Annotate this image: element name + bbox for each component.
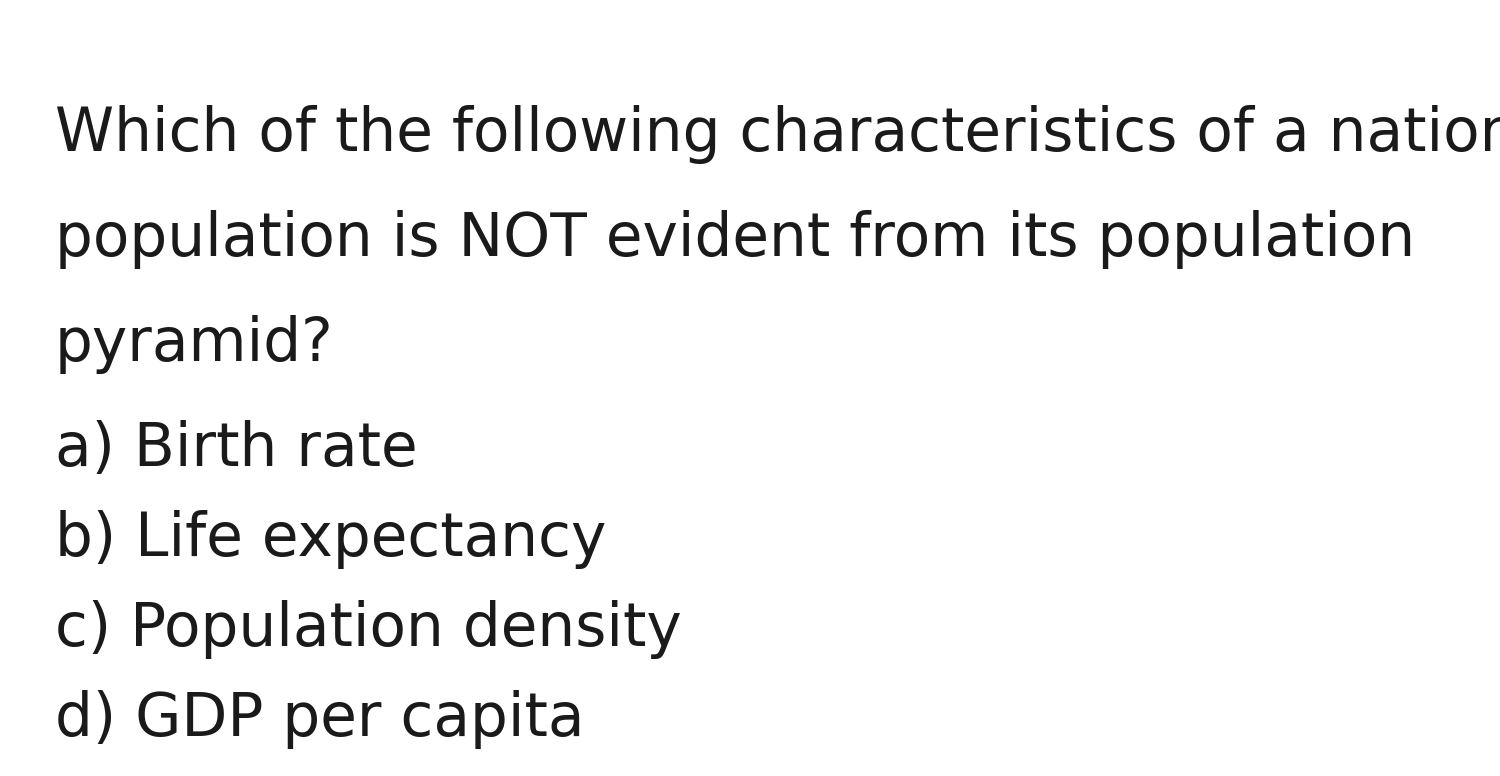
Text: population is NOT evident from its population: population is NOT evident from its popul… bbox=[56, 210, 1416, 269]
Text: Which of the following characteristics of a national: Which of the following characteristics o… bbox=[56, 105, 1500, 164]
Text: c) Population density: c) Population density bbox=[56, 600, 681, 659]
Text: a) Birth rate: a) Birth rate bbox=[56, 420, 417, 479]
Text: pyramid?: pyramid? bbox=[56, 315, 333, 374]
Text: b) Life expectancy: b) Life expectancy bbox=[56, 510, 606, 569]
Text: d) GDP per capita: d) GDP per capita bbox=[56, 690, 585, 749]
